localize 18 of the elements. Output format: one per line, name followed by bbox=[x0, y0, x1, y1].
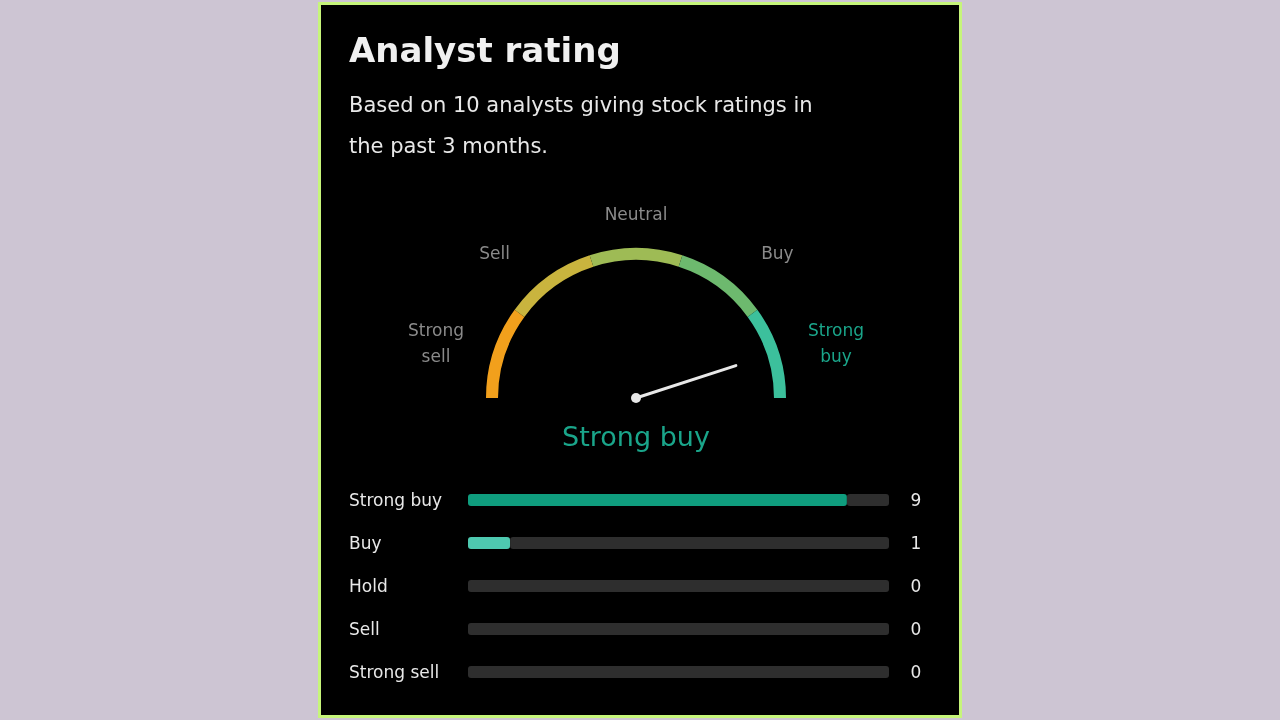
category-label: Strong buy bbox=[349, 490, 443, 510]
data-label: 1 bbox=[910, 533, 922, 553]
category-label: Sell bbox=[349, 619, 380, 639]
data-label: 0 bbox=[910, 576, 922, 596]
data-label: 0 bbox=[910, 662, 922, 682]
category-label: Buy bbox=[761, 243, 794, 263]
category-label: Strong sell bbox=[349, 662, 440, 682]
category-label: Hold bbox=[349, 576, 388, 596]
category-label: Buy bbox=[349, 533, 382, 553]
category-label: Strong buy bbox=[807, 320, 865, 366]
category-label: Neutral bbox=[604, 204, 668, 224]
text: Based on 10 analysts giving stock ratings in the past 3 months. bbox=[349, 93, 813, 158]
text: Strong buy bbox=[562, 421, 710, 452]
data-label: 0 bbox=[910, 619, 922, 639]
category-label: Strong sell bbox=[407, 320, 465, 366]
text: Analyst rating bbox=[349, 30, 621, 70]
category-label: Sell bbox=[479, 243, 510, 263]
data-label: 9 bbox=[910, 490, 922, 510]
